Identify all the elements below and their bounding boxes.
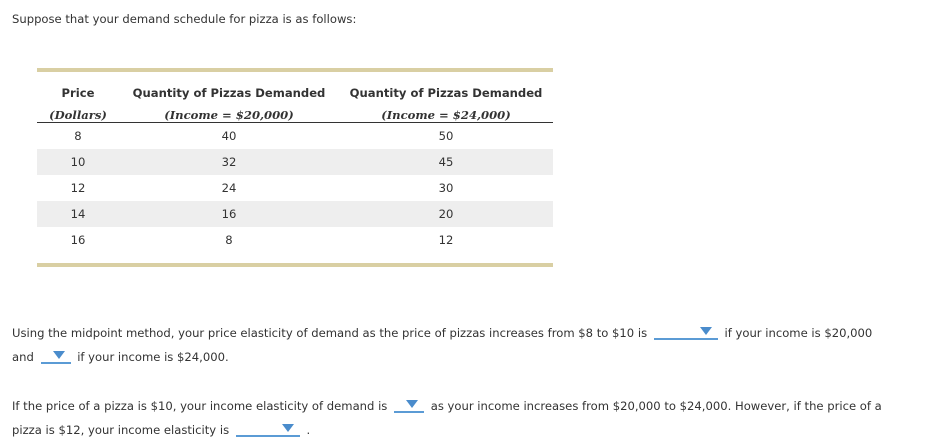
cell: 30 [438,181,454,195]
cell: 32 [221,155,237,169]
dropdown-arrow-icon [52,351,65,359]
cell: 14 [70,207,86,221]
question-1-line-2: and if your income is $24,000. [12,348,229,364]
q1-text: Using the midpoint method, your price el… [12,326,648,340]
table-top-rule [37,68,553,72]
q2-text: pizza is $12, your income elasticity is [12,423,230,437]
header-sub: (Income = $20,000) [164,108,294,122]
question-2-line-1: If the price of a pizza is $10, your inc… [12,397,882,413]
header-qty-24000: Quantity of Pizzas Demanded (Income = $24… [339,72,553,122]
cell: 50 [438,129,454,143]
income-elasticity-10-dropdown[interactable] [394,397,425,413]
q2-text: . [306,423,311,437]
table-row: 10 32 45 [37,149,553,175]
header-title: Quantity of Pizzas Demanded [132,86,326,100]
price-elasticity-20000-dropdown[interactable] [653,324,718,340]
header-sub: (Income = $24,000) [381,108,511,122]
header-sub: (Dollars) [49,108,107,122]
cell: 8 [225,233,233,247]
price-elasticity-24000-dropdown[interactable] [40,348,71,364]
dropdown-arrow-icon [406,400,419,408]
dropdown-arrow-icon [281,424,294,432]
q1-text: and [12,350,34,364]
cell: 24 [221,181,237,195]
cell: 12 [438,233,454,247]
table-header: Price (Dollars) Quantity of Pizzas Demand… [37,72,553,123]
dropdown-arrow-icon [699,327,712,335]
cell: 8 [74,129,82,143]
question-1-line-1: Using the midpoint method, your price el… [12,324,872,340]
header-qty-20000: Quantity of Pizzas Demanded (Income = $20… [119,72,339,122]
header-price: Price (Dollars) [37,72,119,122]
intro-text: Suppose that your demand schedule for pi… [12,12,357,26]
cell: 10 [70,155,86,169]
income-elasticity-12-dropdown[interactable] [235,421,300,437]
cell: 20 [438,207,454,221]
cell: 40 [221,129,237,143]
header-title: Quantity of Pizzas Demanded [349,86,543,100]
cell: 16 [221,207,237,221]
q1-text: if your income is $24,000. [77,350,229,364]
demand-schedule-table: Price (Dollars) Quantity of Pizzas Demand… [37,68,553,267]
table-row: 8 40 50 [37,123,553,149]
table-row: 14 16 20 [37,201,553,227]
table-row: 16 8 12 [37,227,553,253]
q1-text: if your income is $20,000 [724,326,873,340]
table-bottom-rule [37,263,553,267]
header-title: Price [61,86,95,100]
question-2-line-2: pizza is $12, your income elasticity is … [12,421,310,437]
cell: 16 [70,233,86,247]
cell: 12 [70,181,86,195]
q2-text: as your income increases from $20,000 to… [430,399,882,413]
q2-text: If the price of a pizza is $10, your inc… [12,399,388,413]
cell: 45 [438,155,454,169]
table-row: 12 24 30 [37,175,553,201]
